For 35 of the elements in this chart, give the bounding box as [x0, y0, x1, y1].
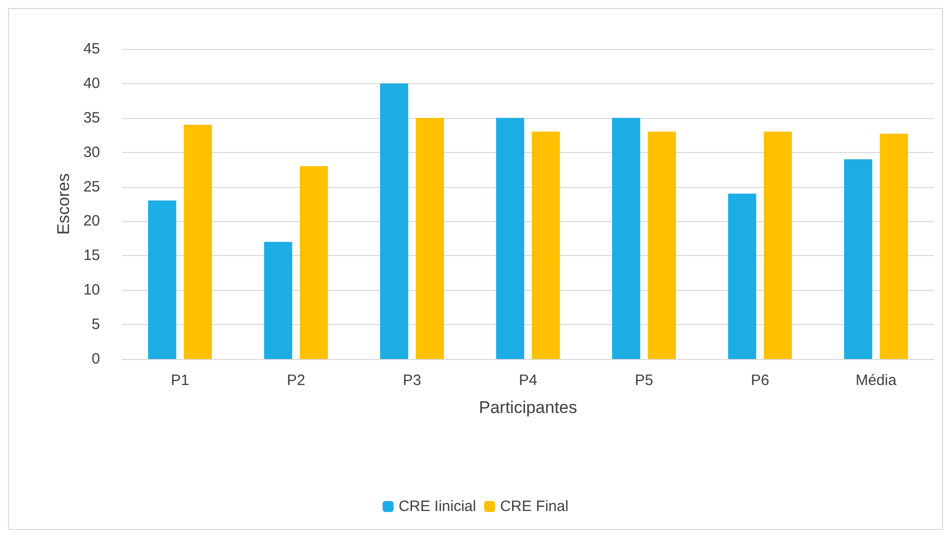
- y-tick-label: 30: [83, 144, 100, 161]
- bar: [728, 194, 756, 359]
- y-tick-label: 0: [92, 350, 100, 368]
- bar: [648, 132, 676, 359]
- y-tick-label: 35: [83, 109, 100, 126]
- x-tick-label: Média: [856, 372, 898, 389]
- y-tick-label: 5: [92, 316, 100, 334]
- bar: [264, 242, 292, 359]
- y-tick-label: 15: [83, 247, 100, 264]
- x-tick-label: P4: [518, 372, 538, 389]
- x-tick-label: P2: [286, 372, 306, 389]
- y-tick-label: 25: [83, 178, 100, 196]
- bar: [148, 200, 176, 359]
- y-tick-label: 45: [83, 40, 100, 58]
- x-tick-label: P6: [750, 372, 770, 389]
- bar: [612, 118, 640, 359]
- bar: [532, 132, 560, 359]
- bar: [300, 166, 328, 359]
- bar: [416, 118, 444, 359]
- y-tick-label: 20: [83, 212, 100, 230]
- bar: [184, 124, 212, 359]
- bar: [764, 132, 792, 359]
- legend-label: CRE Iinicial: [398, 498, 476, 515]
- x-tick-label: P5: [634, 372, 654, 389]
- bar: [380, 83, 408, 359]
- y-axis-title: Escores: [54, 173, 73, 235]
- x-tick-label: P3: [402, 372, 422, 389]
- x-tick-label: P1: [170, 372, 190, 389]
- y-tick-label: 10: [83, 282, 100, 299]
- bar: [496, 118, 524, 359]
- x-axis-title: Participantes: [478, 398, 578, 417]
- y-tick-label: 40: [83, 74, 100, 92]
- legend-label: CRE Final: [500, 498, 568, 515]
- bar: [844, 159, 872, 359]
- bar: [880, 134, 908, 359]
